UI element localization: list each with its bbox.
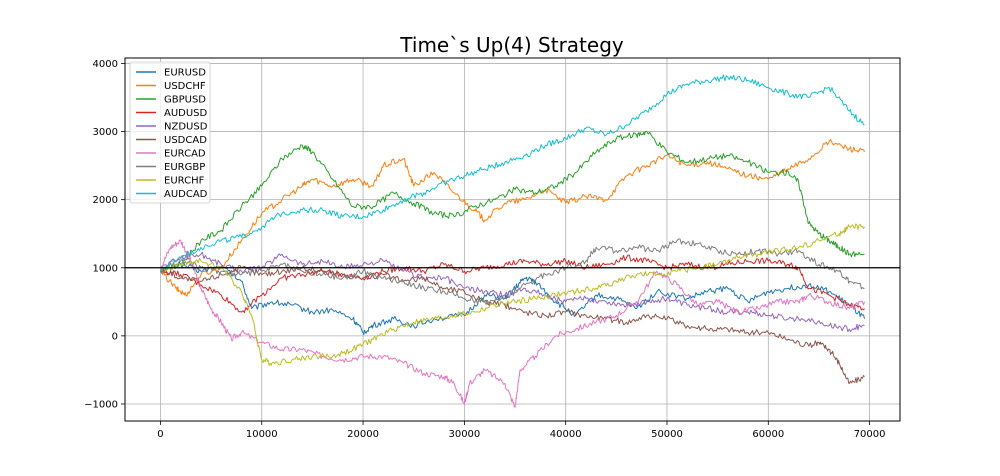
series-line-eurchf xyxy=(160,223,865,366)
legend-label: EURCAD xyxy=(164,149,206,160)
grid xyxy=(125,58,900,421)
series-lines xyxy=(160,74,865,408)
x-tick-label: 30000 xyxy=(448,429,480,440)
x-tick-label: 0 xyxy=(157,429,163,440)
series-line-eurusd xyxy=(160,262,865,335)
plot-frame xyxy=(124,57,901,422)
legend-label: EURUSD xyxy=(164,68,206,79)
legend-box xyxy=(129,61,211,204)
series-line-usdchf xyxy=(160,139,865,297)
legend-label: GBPUSD xyxy=(164,95,206,106)
y-tick-label: 3000 xyxy=(93,127,118,138)
series-line-audcad xyxy=(160,74,865,272)
x-axis: 0 10000 20000 30000 40000 50000 60000 70000 xyxy=(157,421,886,440)
legend-label: AUDUSD xyxy=(164,108,208,119)
x-tick-label: 10000 xyxy=(246,429,278,440)
series-line-usdcad xyxy=(160,265,865,384)
legend-label: EURCHF xyxy=(164,176,205,187)
series-line-eurcad xyxy=(160,239,865,408)
x-tick-label: 40000 xyxy=(550,429,582,440)
series-line-gbpusd xyxy=(160,130,865,271)
legend-label: USDCHF xyxy=(164,81,206,92)
legend-label: USDCAD xyxy=(164,135,207,146)
x-tick-label: 20000 xyxy=(347,429,379,440)
x-tick-label: 70000 xyxy=(854,429,886,440)
y-tick-label: 2000 xyxy=(93,195,118,206)
y-tick-label: 1000 xyxy=(93,263,118,274)
legend: EURUSD USDCHF GBPUSD AUDUSD NZDUSD USDCAD EURC… xyxy=(129,61,211,204)
x-tick-label: 50000 xyxy=(651,429,683,440)
series-line-audusd xyxy=(160,254,865,314)
y-tick-label: 4000 xyxy=(93,59,118,70)
y-axis: −1000 0 1000 2000 3000 4000 xyxy=(84,59,125,410)
x-tick-label: 60000 xyxy=(752,429,784,440)
legend-label: AUDCAD xyxy=(164,189,208,200)
series-line-nzdusd xyxy=(160,251,865,333)
y-tick-label: 0 xyxy=(112,331,118,342)
series-line-eurgbp xyxy=(160,238,865,305)
legend-label: EURGBP xyxy=(164,162,205,173)
y-tick-label: −1000 xyxy=(84,399,118,410)
legend-label: NZDUSD xyxy=(164,122,208,133)
chart-title: Time`s Up(4) Strategy xyxy=(399,33,624,57)
